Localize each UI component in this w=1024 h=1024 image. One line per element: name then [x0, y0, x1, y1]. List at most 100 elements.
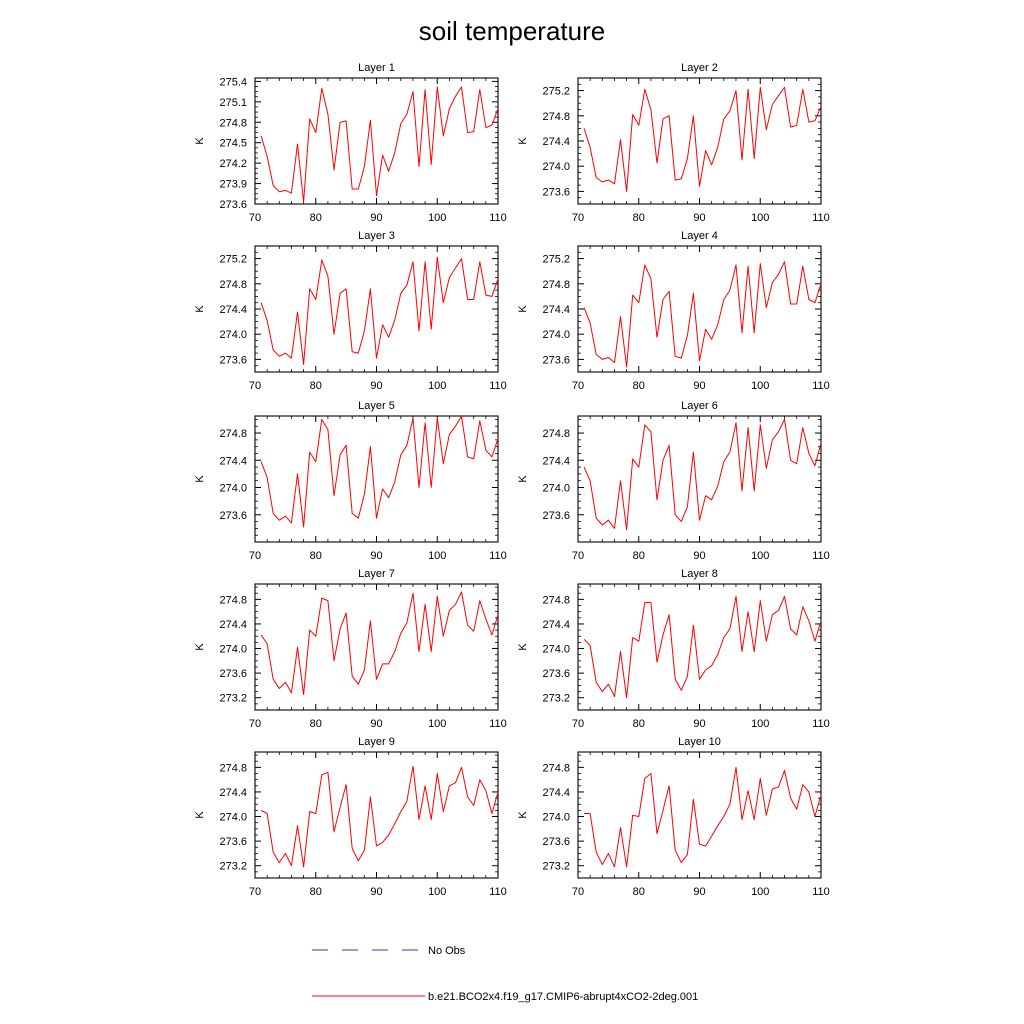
x-tick-label: 90: [693, 380, 705, 392]
x-tick-label: 100: [428, 380, 446, 392]
panel-title: Layer 6: [681, 400, 718, 412]
x-tick-label: 90: [693, 886, 705, 898]
x-tick-label: 70: [572, 380, 584, 392]
y-axis-label: K: [194, 643, 206, 651]
x-tick-label: 100: [428, 718, 446, 730]
x-tick-label: 80: [310, 550, 322, 562]
y-tick-label: 274.8: [542, 111, 570, 123]
panel-layer-6: Layer 6 K 70 80 90 100 110 273.6 274.0 274.4 274.8: [517, 400, 830, 562]
x-tick-label: 70: [249, 718, 261, 730]
panel-layer-2: Layer 2 K 70 80 90 100 110 273.6 274.0 274.4 274.8…: [517, 62, 830, 224]
y-tick-label: 275.2: [542, 86, 570, 98]
y-tick-label: 274.0: [219, 644, 247, 656]
x-tick-label: 80: [310, 718, 322, 730]
y-tick-label: 274.0: [219, 329, 247, 341]
x-tick-label: 110: [812, 718, 830, 730]
x-tick-label: 100: [751, 718, 769, 730]
y-axis-label: K: [194, 475, 206, 483]
x-tick-label: 80: [633, 718, 645, 730]
y-axis-label: K: [194, 305, 206, 313]
y-tick-label: 273.6: [542, 510, 570, 522]
x-tick-label: 80: [633, 212, 645, 224]
panel-title: Layer 8: [681, 568, 718, 580]
panel-layer-4: Layer 4 K 70 80 90 100 110 273.6 274.0 274.4 274.8…: [517, 230, 830, 392]
x-tick-label: 90: [693, 718, 705, 730]
y-tick-label: 274.8: [542, 762, 570, 774]
y-tick-label: 274.4: [219, 619, 247, 631]
x-tick-label: 80: [633, 550, 645, 562]
x-tick-label: 70: [249, 212, 261, 224]
panel-title: Layer 4: [681, 230, 718, 242]
y-tick-label: 274.4: [542, 136, 570, 148]
y-tick-label: 273.6: [219, 354, 247, 366]
x-tick-label: 100: [751, 380, 769, 392]
y-tick-label: 273.6: [542, 836, 570, 848]
y-axis-label: K: [517, 137, 529, 145]
series-line: [583, 595, 822, 699]
y-tick-label: 274.0: [219, 812, 247, 824]
y-tick-label: 274.8: [542, 279, 570, 291]
x-tick-label: 70: [249, 550, 261, 562]
legend-obs-label: No Obs: [428, 945, 466, 957]
x-tick-label: 70: [572, 550, 584, 562]
panel-title: Layer 5: [358, 400, 395, 412]
series-line: [584, 766, 822, 868]
series-line: [260, 415, 499, 528]
x-tick-label: 90: [370, 212, 382, 224]
panel-layer-5: Layer 5 K 70 80 90 100 110 273.6 274.0 274.4 274.8: [194, 400, 507, 562]
panel-title: Layer 9: [358, 736, 395, 748]
x-tick-label: 70: [249, 886, 261, 898]
x-tick-label: 110: [812, 212, 830, 224]
x-tick-label: 110: [489, 212, 507, 224]
y-tick-label: 274.0: [542, 161, 570, 173]
y-axis-label: K: [517, 305, 529, 313]
x-tick-label: 90: [370, 886, 382, 898]
y-tick-label: 274.8: [219, 279, 247, 291]
y-tick-label: 274.4: [219, 304, 247, 316]
y-tick-label: 274.8: [219, 762, 247, 774]
panel-title: Layer 1: [358, 62, 395, 74]
legend: No Obs b.e21.BCO2x4.f19_g17.CMIP6-abrupt…: [312, 945, 698, 1003]
y-tick-label: 274.4: [542, 787, 570, 799]
panel-layer-1: Layer 1 K 70 80 90 100 110 273.6 273.9 274.2 274.5…: [194, 62, 507, 224]
y-tick-label: 274.8: [542, 594, 570, 606]
x-tick-label: 80: [310, 380, 322, 392]
y-tick-label: 274.0: [542, 329, 570, 341]
y-tick-label: 274.2: [219, 158, 247, 170]
y-tick-label: 273.2: [219, 861, 247, 873]
y-tick-label: 275.2: [219, 254, 247, 266]
x-tick-label: 100: [428, 212, 446, 224]
y-tick-label: 274.4: [542, 619, 570, 631]
y-tick-label: 274.8: [542, 428, 570, 440]
x-tick-label: 110: [812, 550, 830, 562]
y-axis-label: K: [517, 643, 529, 651]
legend-model-label: b.e21.BCO2x4.f19_g17.CMIP6-abrupt4xCO2-2…: [428, 991, 698, 1003]
y-tick-label: 274.0: [542, 483, 570, 495]
x-tick-label: 90: [693, 212, 705, 224]
y-tick-label: 274.4: [219, 787, 247, 799]
y-tick-label: 274.0: [542, 644, 570, 656]
y-axis-label: K: [194, 811, 206, 819]
x-tick-label: 80: [310, 886, 322, 898]
x-tick-label: 90: [693, 550, 705, 562]
panel-layer-8: Layer 8 K 70 80 90 100 110 273.2 273.6 274.0 274.4…: [517, 568, 830, 730]
x-tick-label: 100: [751, 550, 769, 562]
x-tick-label: 100: [428, 886, 446, 898]
y-tick-label: 274.5: [219, 138, 247, 150]
y-axis-label: K: [194, 137, 206, 145]
y-tick-label: 274.0: [219, 483, 247, 495]
series-line: [583, 86, 822, 192]
x-tick-label: 110: [489, 550, 507, 562]
series-line: [583, 418, 822, 531]
y-tick-label: 275.1: [219, 97, 247, 109]
y-tick-label: 273.2: [542, 693, 570, 705]
series-line: [260, 591, 499, 696]
y-tick-label: 273.6: [542, 668, 570, 680]
x-tick-label: 100: [428, 550, 446, 562]
y-tick-label: 274.4: [542, 304, 570, 316]
y-tick-label: 273.9: [219, 179, 247, 191]
y-tick-label: 273.6: [219, 668, 247, 680]
y-axis-label: K: [517, 811, 529, 819]
y-tick-label: 274.8: [219, 428, 247, 440]
y-tick-label: 273.2: [219, 693, 247, 705]
